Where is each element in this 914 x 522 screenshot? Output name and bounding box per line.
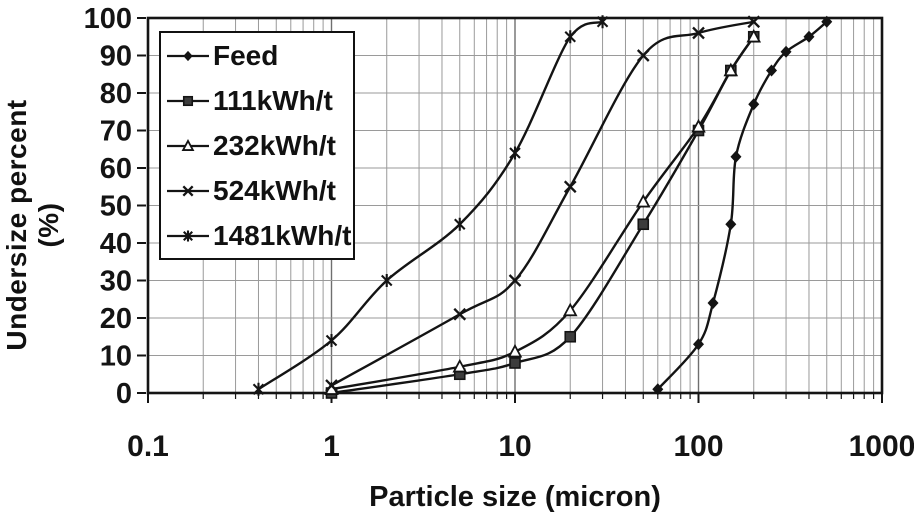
y-tick-label: 0: [116, 378, 132, 410]
x-cross-marker-icon: [182, 185, 194, 196]
legend-label: Feed: [213, 39, 279, 71]
square-filled-marker-icon: [637, 218, 650, 231]
x-cross-marker-icon: [747, 15, 761, 29]
legend-label: 524kWh/t: [213, 174, 336, 206]
triangle-open-marker-icon: [562, 302, 578, 317]
x-axis-title: Particle size (micron): [369, 481, 661, 513]
legend-item-232kwh-t: 232kWh/t: [161, 126, 353, 166]
y-tick-label: 100: [84, 3, 132, 35]
diamond-filled-marker-icon: [693, 338, 704, 351]
x-cross-marker-icon: [508, 274, 522, 287]
series-line: [656, 20, 828, 391]
legend-item-524kwh-t: 524kWh/t: [161, 171, 353, 211]
series-feed: [652, 15, 833, 396]
triangle-open-marker-icon: [452, 358, 468, 373]
y-tick-label: 90: [100, 41, 132, 73]
square-filled-marker-icon: [509, 357, 521, 369]
y-tick-label: 10: [100, 341, 132, 373]
legend: Feed 111kWh/t 232kWh/t 524kWh/t 1481kWh/t: [159, 31, 355, 260]
legend-item-1481kwh-t: 1481kWh/t: [161, 216, 353, 256]
legend-item-111kwh-t: 111kWh/t: [161, 81, 353, 121]
y-tick-label: 40: [100, 228, 132, 260]
x-tick-label: 1000: [849, 430, 914, 463]
diamond-filled-marker-icon: [652, 383, 664, 396]
diamond-filled-marker-icon: [780, 45, 792, 58]
triangle-open-marker-icon: [691, 118, 706, 133]
diamond-filled-marker-icon: [183, 50, 193, 61]
x-tick-label: 10: [498, 430, 531, 463]
diamond-filled-marker-icon: [730, 150, 742, 163]
x-cross-marker-icon: [692, 26, 705, 40]
diamond-filled-marker-icon: [803, 30, 815, 43]
y-tick-label: 80: [100, 78, 132, 110]
legend-item-feed: Feed: [161, 36, 353, 76]
y-tick-label: 70: [100, 116, 132, 148]
series-111kwh-t: [325, 30, 760, 399]
diamond-filled-marker-icon: [707, 297, 719, 309]
y-tick-label: 20: [100, 303, 132, 335]
y-axis-title: Undersize percent (%): [1, 99, 64, 351]
y-tick-label: 60: [100, 153, 132, 185]
square-filled-marker-icon: [182, 95, 194, 106]
triangle-open-marker-icon: [181, 138, 195, 151]
x-tick-label: 100: [673, 430, 723, 463]
triangle-open-marker-icon: [723, 62, 739, 77]
diamond-filled-marker-icon: [766, 64, 778, 77]
plot-frame: [146, 16, 884, 395]
legend-marker: [167, 229, 209, 242]
triangle-open-marker-icon: [507, 343, 523, 358]
legend-marker: [167, 50, 209, 61]
y-tick-label: 30: [100, 266, 132, 298]
x-cross-marker-icon: [636, 49, 650, 62]
x-cross-marker-icon: [325, 379, 338, 392]
legend-label: 111kWh/t: [213, 84, 333, 116]
legend-label: 232kWh/t: [213, 129, 336, 161]
y-tick-label: 50: [100, 191, 132, 223]
diamond-filled-marker-icon: [748, 98, 760, 111]
legend-marker: [167, 138, 209, 151]
diamond-filled-marker-icon: [821, 15, 833, 28]
series-232kwh-t: [324, 28, 762, 395]
legend-marker: [167, 95, 209, 106]
series-line: [330, 20, 754, 387]
diamond-filled-marker-icon: [725, 218, 737, 231]
series-524kwh-t: [325, 15, 761, 392]
square-filled-marker-icon: [564, 330, 577, 343]
x-cross-marker-icon: [563, 180, 577, 194]
x-tick-label: 0.1: [127, 430, 169, 463]
legend-label: 1481kWh/t: [213, 219, 352, 251]
legend-marker: [167, 185, 209, 196]
x-tick-label: 1: [323, 430, 340, 463]
series-1481kwh-t: [252, 15, 609, 396]
triangle-open-marker-icon: [635, 193, 651, 208]
x-cross-marker-icon: [453, 307, 467, 321]
triangle-open-marker-icon: [746, 28, 762, 43]
